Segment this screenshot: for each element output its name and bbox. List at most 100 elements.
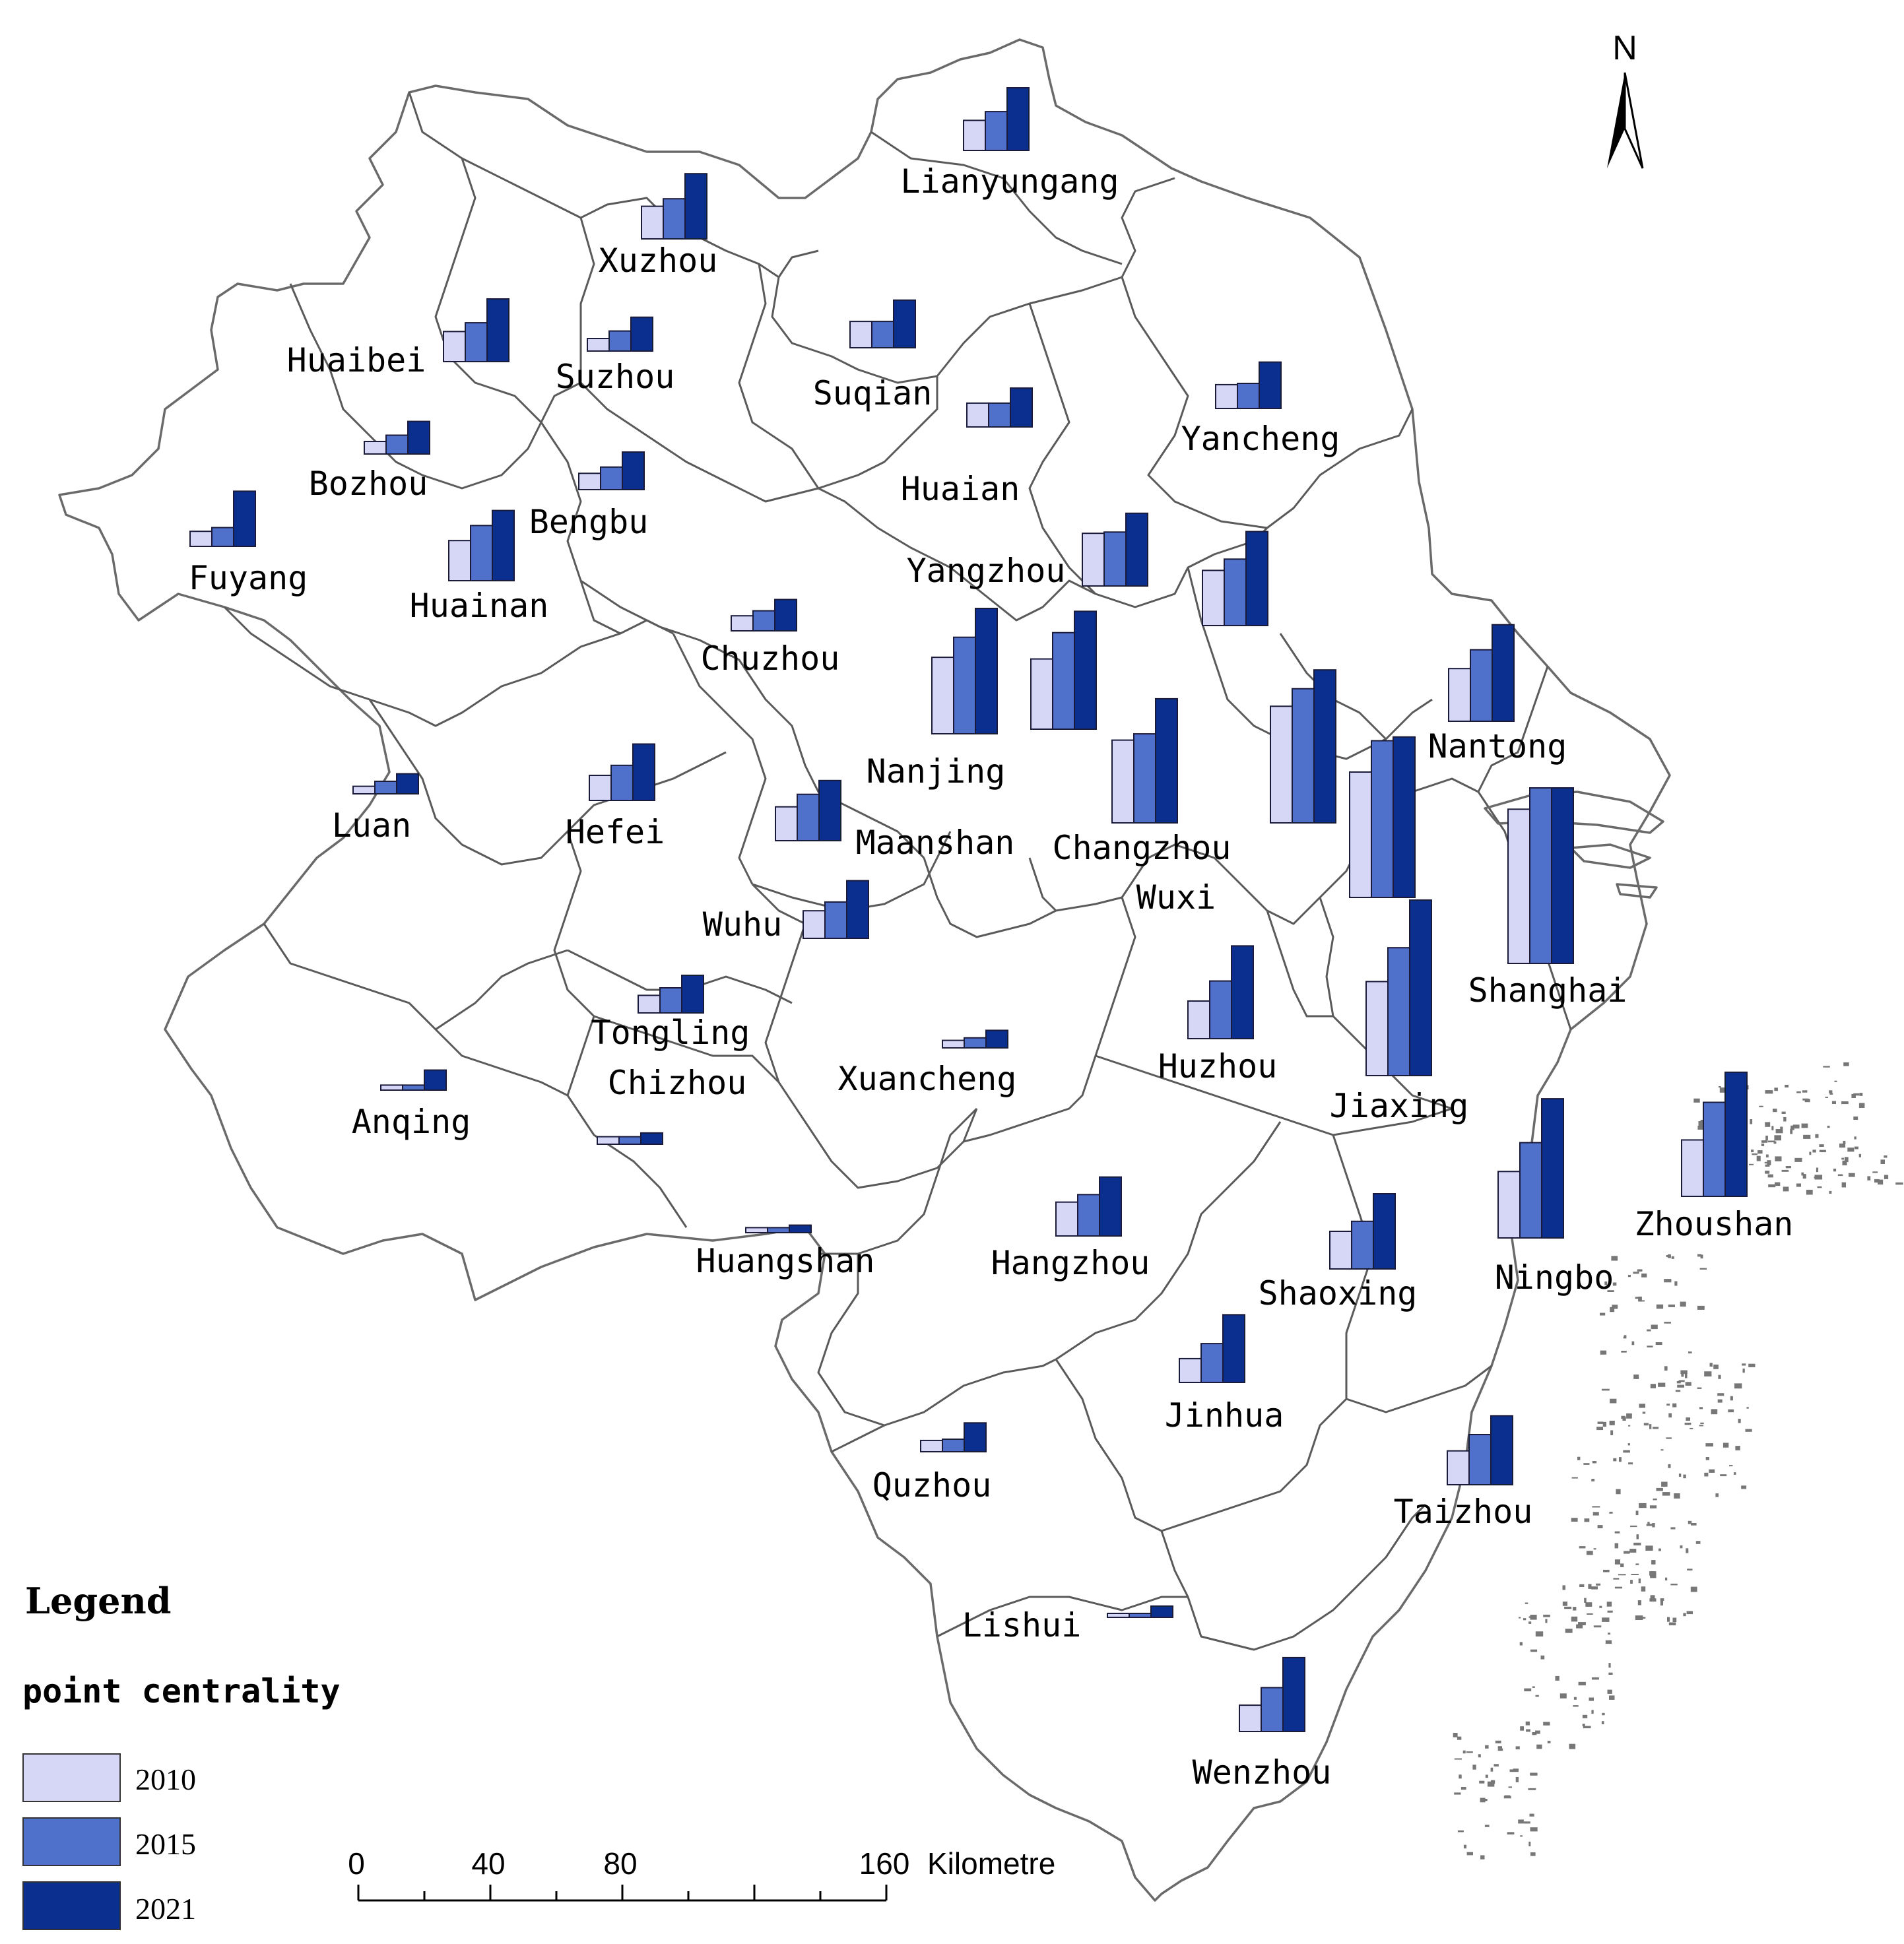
- city-label: Fuyang: [189, 559, 308, 597]
- island-speck: [1607, 1610, 1613, 1613]
- bar-2010: [1270, 705, 1293, 824]
- island-speck: [1610, 1307, 1615, 1312]
- island-speck: [1709, 1363, 1713, 1367]
- island-speck: [1621, 1415, 1625, 1419]
- bar-group: [1447, 1415, 1513, 1485]
- island-speck: [1612, 1282, 1617, 1286]
- island-speck: [1573, 1697, 1577, 1700]
- boundary-line: [223, 606, 674, 727]
- island-speck: [1796, 1091, 1801, 1093]
- island-speck: [1571, 1518, 1578, 1522]
- bar-2021: [1313, 669, 1336, 824]
- island-speck: [1573, 1705, 1579, 1707]
- island-speck: [1685, 1382, 1691, 1386]
- bar-2015: [470, 525, 493, 582]
- island-speck: [1855, 1146, 1858, 1150]
- island-speck: [1479, 1780, 1485, 1784]
- island-speck: [1631, 1574, 1639, 1575]
- bar-2010: [963, 119, 986, 151]
- island-speck: [1675, 1390, 1681, 1392]
- legend-swatch-2010: [22, 1753, 121, 1802]
- bar-2021: [492, 509, 515, 581]
- city-label: Wenzhou: [1193, 1753, 1332, 1792]
- city-label: Chuzhou: [701, 639, 840, 678]
- boundary-line: [738, 263, 820, 489]
- island-speck: [1688, 1520, 1692, 1524]
- island-speck: [1616, 1489, 1621, 1495]
- island-speck: [1783, 1117, 1787, 1122]
- island-speck: [1783, 1186, 1789, 1192]
- island-speck: [1485, 1745, 1489, 1749]
- bar-2010: [942, 1039, 965, 1049]
- island-speck: [1854, 1136, 1856, 1140]
- city-label: Wuxi: [1136, 878, 1216, 917]
- island-speck: [1678, 1474, 1682, 1477]
- island-speck: [1705, 1443, 1713, 1447]
- island-speck: [1823, 1066, 1830, 1068]
- island-speck: [1535, 1695, 1539, 1697]
- island-speck: [1773, 1141, 1777, 1144]
- bar-2015: [465, 322, 488, 363]
- island-speck: [1704, 1371, 1712, 1377]
- island-speck: [1670, 1583, 1678, 1586]
- bar-2021: [632, 743, 655, 801]
- island-speck: [1601, 1721, 1604, 1724]
- island-speck: [1686, 1611, 1693, 1615]
- island-speck: [1671, 1256, 1674, 1259]
- island-speck: [1761, 1143, 1765, 1146]
- bar-2021: [1006, 87, 1030, 151]
- bar-group: [578, 451, 645, 490]
- island-speck: [1759, 1105, 1763, 1107]
- island-speck: [1618, 1574, 1626, 1576]
- island-speck: [1771, 1126, 1774, 1130]
- island-speck: [1535, 1631, 1544, 1636]
- island-speck: [1592, 1506, 1600, 1508]
- island-speck: [1582, 1714, 1588, 1718]
- island-speck: [1695, 1541, 1701, 1544]
- island-speck: [1610, 1398, 1617, 1404]
- island-speck: [1841, 1101, 1849, 1105]
- legend-label-2015: 2015: [135, 1827, 196, 1861]
- bar-2015: [767, 1227, 790, 1234]
- island-speck: [1614, 1559, 1620, 1565]
- island-speck: [1676, 1381, 1681, 1384]
- bar-2015: [1468, 1434, 1492, 1485]
- island-speck: [1600, 1312, 1606, 1316]
- island-speck: [1526, 1729, 1530, 1732]
- island-speck: [1858, 1153, 1861, 1157]
- island-speck: [1596, 1583, 1601, 1586]
- island-speck: [1515, 1776, 1519, 1782]
- bar-2010: [1329, 1231, 1352, 1270]
- island-speck: [1637, 1269, 1643, 1272]
- island-speck: [1815, 1134, 1819, 1138]
- bar-2021: [1393, 736, 1416, 899]
- bar-2021: [1150, 1605, 1173, 1618]
- island-speck: [1653, 1498, 1657, 1501]
- island-speck: [1765, 1154, 1769, 1157]
- island-speck: [1697, 1126, 1704, 1130]
- island-speck: [1734, 1383, 1742, 1389]
- island-speck: [1649, 1424, 1652, 1429]
- bar-2015: [374, 781, 397, 794]
- boundary-line: [771, 177, 1175, 384]
- bar-group: [1202, 531, 1268, 627]
- island-speck: [1774, 1087, 1778, 1091]
- bar-group: [589, 743, 655, 802]
- island-speck: [1507, 1832, 1515, 1834]
- bar-2010: [1030, 658, 1053, 730]
- island-speck: [1665, 1577, 1668, 1581]
- island-speck: [1490, 1767, 1494, 1772]
- island-speck: [1700, 1422, 1704, 1425]
- island-speck: [1631, 1341, 1635, 1345]
- boundary-line: [923, 857, 1123, 938]
- island-speck: [1790, 1125, 1794, 1130]
- bar-2015: [1237, 383, 1260, 409]
- island-speck: [1668, 1464, 1671, 1468]
- island-speck: [1704, 1472, 1709, 1477]
- island-speck: [1749, 1163, 1754, 1165]
- island-speck: [1461, 1787, 1466, 1790]
- bar-2010: [1681, 1139, 1704, 1197]
- island-speck: [1639, 1503, 1647, 1508]
- island-speck: [1827, 1125, 1830, 1128]
- bar-2015: [1209, 980, 1232, 1039]
